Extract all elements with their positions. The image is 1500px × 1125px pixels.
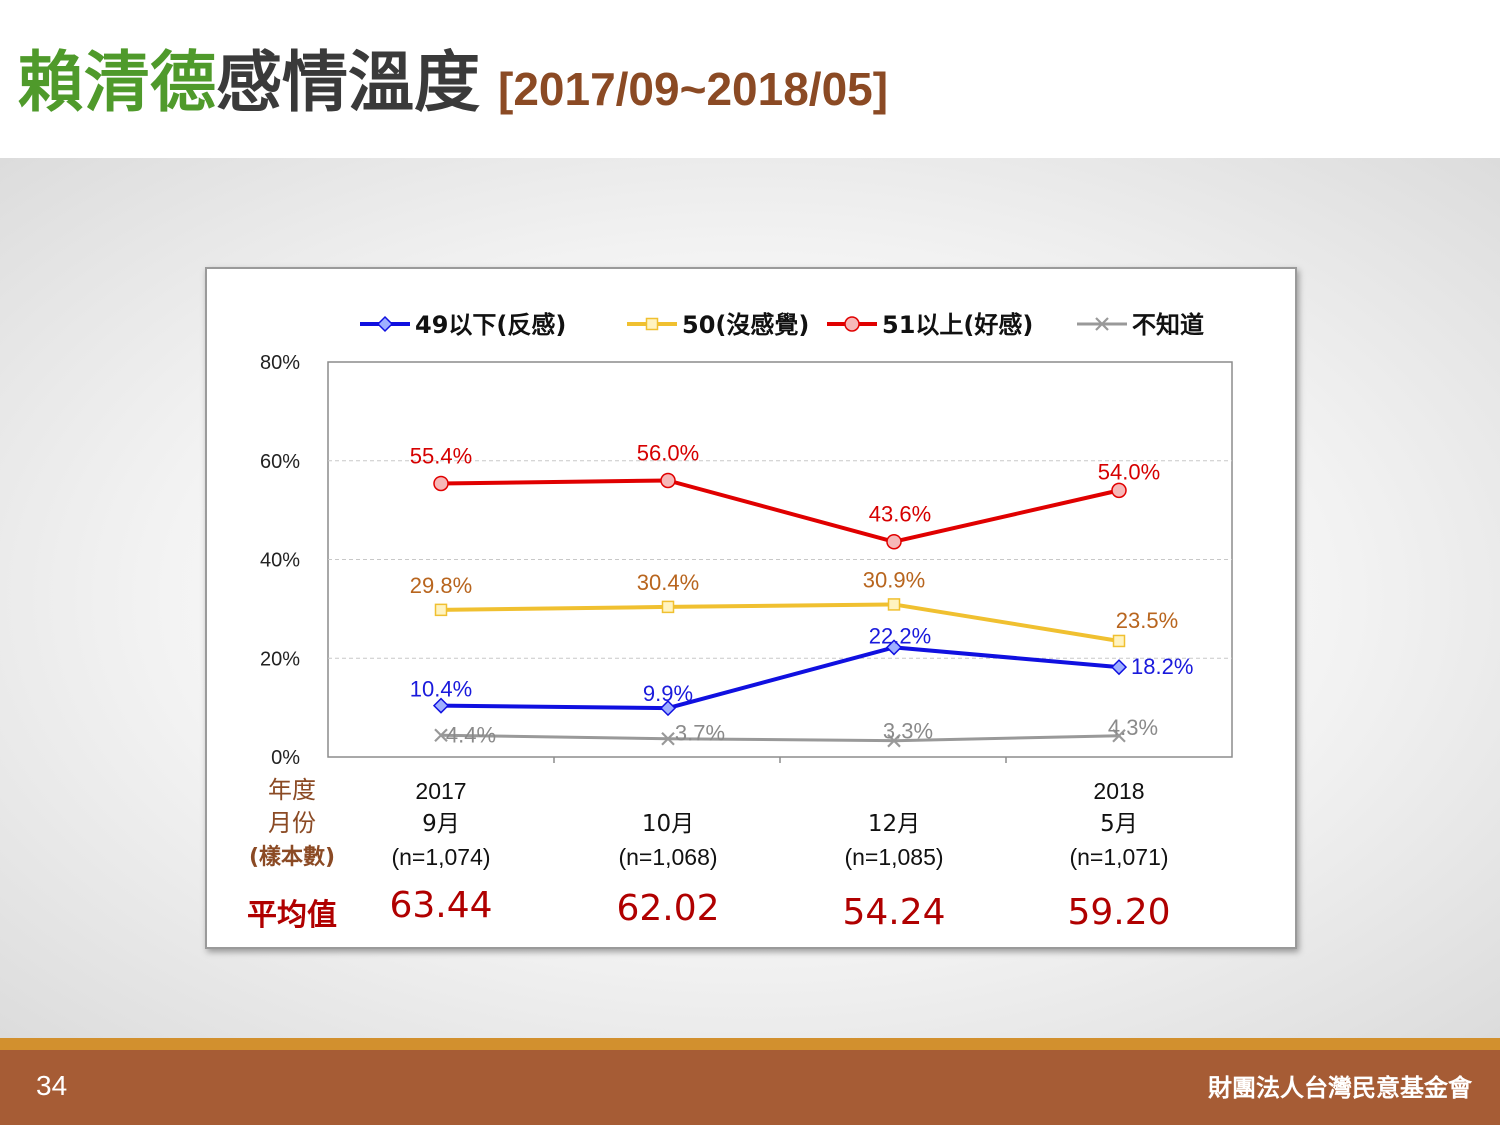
legend-marker-red <box>844 316 860 332</box>
line-chart: 0% 20% 40% 60% 80% 10.4% 9.9% 22.2% 18.2% 29.8% 30… <box>247 311 1233 933</box>
category-sample-size: (n=1,068) <box>618 844 717 870</box>
category-month: 10月 <box>642 811 694 837</box>
category-sample-size: (n=1,085) <box>844 844 943 870</box>
data-label-blue: 22.2% <box>869 623 931 648</box>
page-number: 34 <box>36 1070 68 1101</box>
footer-stripe <box>0 1038 1500 1050</box>
data-label-yellow: 23.5% <box>1116 608 1178 633</box>
legend-label-red: 51以上(好感) <box>882 311 1033 339</box>
category-year: 2017 <box>415 778 466 804</box>
legend-marker-yellow <box>645 317 659 331</box>
chart-panel: 0% 20% 40% 60% 80% 10.4% 9.9% 22.2% 18.2% 29.8% 30… <box>205 267 1297 949</box>
data-label-gray: 4.3% <box>1108 715 1158 740</box>
data-label-red: 55.4% <box>410 443 472 468</box>
category-year: 2018 <box>1093 778 1144 804</box>
y-tick-label: 60% <box>260 451 300 473</box>
data-label-blue: 10.4% <box>410 677 472 702</box>
series-line-blue <box>440 645 1120 711</box>
data-point-yellow <box>887 598 901 611</box>
y-tick-label: 40% <box>260 550 300 572</box>
data-point-yellow <box>434 603 448 617</box>
data-point-blue <box>659 700 677 717</box>
data-point-blue <box>885 639 903 656</box>
data-point-gray <box>1112 728 1126 743</box>
series-line-gray <box>440 733 1120 743</box>
data-label-gray: 3.7% <box>675 721 725 746</box>
organization-name: 財團法人台灣民意基金會 <box>1208 1074 1472 1102</box>
data-point-gray <box>661 731 675 746</box>
data-point-red <box>660 472 676 489</box>
footer-bar: 34 財團法人台灣民意基金會 <box>0 1050 1500 1125</box>
data-point-yellow <box>661 600 675 614</box>
legend-marker-blue <box>376 315 394 333</box>
slide-title: 賴清德感情溫度 [2017/09~2018/05] <box>18 38 888 134</box>
data-point-red <box>1111 482 1127 499</box>
series-line-red <box>440 478 1120 544</box>
legend-label-yellow: 50(沒感覺) <box>682 311 809 339</box>
data-label-gray: 3.3% <box>883 719 933 744</box>
data-point-gray <box>887 733 901 748</box>
series-line-yellow <box>440 602 1120 643</box>
data-point-gray <box>434 728 448 743</box>
category-month: 9月 <box>422 811 460 837</box>
y-tick-label: 20% <box>260 648 300 670</box>
data-label-yellow: 30.9% <box>863 567 925 592</box>
data-point-red <box>433 475 449 492</box>
legend-label-blue: 49以下(反感) <box>415 311 566 339</box>
data-point-blue <box>432 697 450 714</box>
data-point-yellow <box>1112 634 1126 648</box>
y-tick-label: 80% <box>260 352 300 374</box>
row-label-month: 月份 <box>268 809 316 837</box>
data-label-yellow: 29.8% <box>410 573 472 598</box>
data-label-blue: 9.9% <box>643 681 693 706</box>
y-tick-label: 0% <box>271 747 300 769</box>
data-label-blue: 18.2% <box>1131 654 1193 679</box>
data-label-red: 43.6% <box>869 502 931 527</box>
legend-label-gray: 不知道 <box>1132 311 1204 339</box>
category-month: 5月 <box>1100 811 1138 837</box>
category-month: 12月 <box>868 811 920 837</box>
row-label-year: 年度 <box>268 776 316 804</box>
category-average: 54.24 <box>842 892 945 933</box>
data-point-blue <box>1110 659 1128 676</box>
category-average: 59.20 <box>1067 892 1170 933</box>
title-topic: 感情溫度 <box>216 44 480 121</box>
data-label-yellow: 30.4% <box>637 570 699 595</box>
data-label-gray: 4.4% <box>446 722 496 747</box>
data-point-red <box>886 533 902 550</box>
category-sample-size: (n=1,071) <box>1069 844 1168 870</box>
legend-marker-gray <box>1095 317 1109 331</box>
title-date-range: [2017/09~2018/05] <box>498 63 889 115</box>
category-sample-size: (n=1,074) <box>391 844 490 870</box>
row-label-average: 平均值 <box>247 898 337 933</box>
row-label-sample-size: (樣本數) <box>249 844 335 870</box>
title-bar: 賴清德感情溫度 [2017/09~2018/05] <box>0 0 1500 158</box>
title-name: 賴清德 <box>18 44 216 121</box>
category-average: 62.02 <box>616 888 719 929</box>
data-label-red: 56.0% <box>637 441 699 466</box>
data-label-red: 54.0% <box>1098 459 1160 484</box>
category-average: 63.44 <box>389 885 492 926</box>
